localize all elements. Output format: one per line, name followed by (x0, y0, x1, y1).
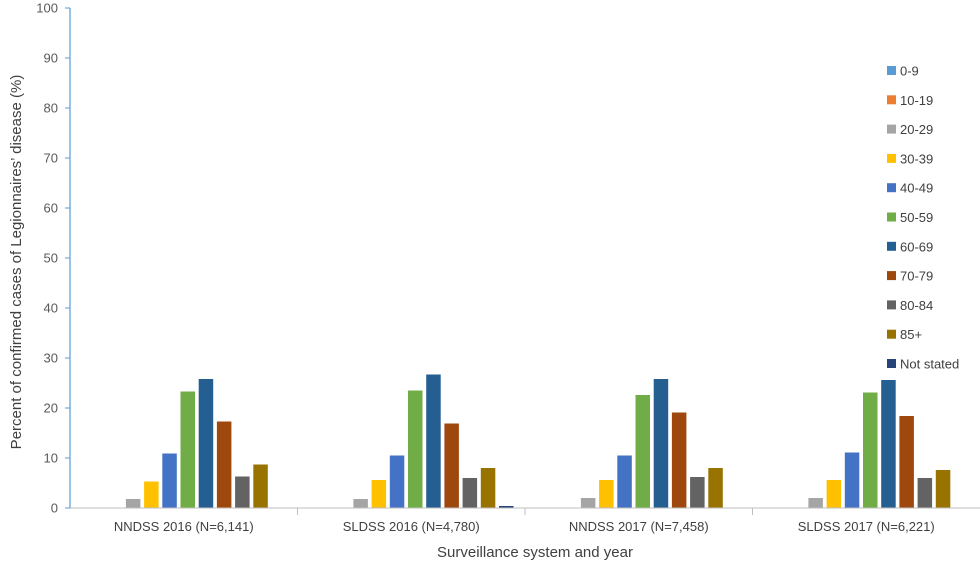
bar (371, 480, 387, 508)
legend: 0-9 10-19 20-29 30-39 40-49 50-59 60-69 70-79 80… (887, 64, 959, 372)
x-axis-title: Surveillance system and year (437, 544, 633, 561)
bar (580, 498, 596, 508)
x-category-label: SLDSS 2017 (N=6,221) (798, 519, 935, 534)
bar (671, 412, 687, 508)
legend-label: 30-39 (900, 151, 933, 166)
legend-swatch (887, 241, 896, 251)
y-tick-label: 40 (44, 301, 58, 316)
bar (253, 464, 268, 508)
legend-label: 80-84 (900, 298, 933, 313)
bar (389, 455, 405, 508)
legend-label: 60-69 (900, 239, 933, 254)
bar (599, 480, 614, 508)
y-tick-label: 0 (51, 501, 58, 516)
y-tick-label: 60 (44, 201, 58, 216)
bar (408, 390, 423, 508)
legend-label: 10-19 (900, 93, 933, 108)
bar (235, 476, 250, 508)
legend-swatch (887, 183, 896, 193)
legend-label: 70-79 (900, 269, 933, 284)
legend-label: 85+ (900, 327, 922, 342)
bar (353, 499, 368, 508)
bar (198, 379, 214, 508)
legend-swatch (887, 124, 896, 134)
bar (125, 499, 141, 508)
bar (653, 379, 669, 508)
legend-swatch (887, 271, 896, 281)
legend-swatch (887, 329, 896, 339)
bar (480, 468, 496, 508)
bar (708, 468, 723, 508)
bar (462, 478, 478, 508)
x-category-label: NNDSS 2017 (N=7,458) (569, 519, 709, 534)
bar (180, 391, 195, 508)
legend-swatch (887, 359, 896, 368)
bar (899, 416, 914, 508)
legend-label: 0-9 (900, 64, 919, 79)
legend-label: 40-49 (900, 181, 933, 196)
legend-swatch (887, 212, 896, 222)
x-category-label: NNDSS 2016 (N=6,141) (114, 519, 254, 534)
bar (917, 478, 933, 508)
legend-swatch (887, 153, 896, 163)
y-axis-title: Percent of confirmed cases of Legionnair… (8, 75, 25, 450)
bars (107, 374, 951, 508)
bar (617, 455, 632, 508)
bar (635, 395, 650, 508)
legend-swatch (887, 300, 896, 310)
bar (881, 380, 896, 508)
bar (935, 470, 951, 508)
bar (826, 480, 842, 508)
bar (216, 421, 232, 508)
x-category-label: SLDSS 2016 (N=4,780) (343, 519, 480, 534)
legend-swatch (887, 66, 896, 75)
legend-label: Not stated (900, 357, 959, 372)
bar (690, 477, 705, 508)
y-tick-label: 70 (44, 151, 58, 166)
bar (808, 498, 823, 508)
bar (144, 481, 159, 508)
bar (162, 453, 177, 508)
y-tick-label: 50 (44, 251, 58, 266)
y-tick-label: 20 (44, 401, 58, 416)
y-tick-label: 90 (44, 51, 58, 66)
legend-label: 50-59 (900, 210, 933, 225)
bar (863, 392, 878, 508)
bar (444, 423, 459, 508)
y-axis-ticks: 0 10 20 30 40 50 60 70 80 90 100 (36, 1, 70, 516)
legend-label: 20-29 (900, 122, 933, 137)
y-tick-label: 10 (44, 451, 58, 466)
y-tick-label: 80 (44, 101, 58, 116)
bar (426, 374, 441, 508)
legend-swatch (887, 95, 896, 105)
y-tick-label: 30 (44, 351, 58, 366)
x-axis-categories: NNDSS 2016 (N=6,141) SLDSS 2016 (N=4,780)… (114, 508, 935, 534)
y-tick-label: 100 (36, 1, 58, 16)
bar (499, 506, 514, 508)
bar (844, 452, 860, 508)
